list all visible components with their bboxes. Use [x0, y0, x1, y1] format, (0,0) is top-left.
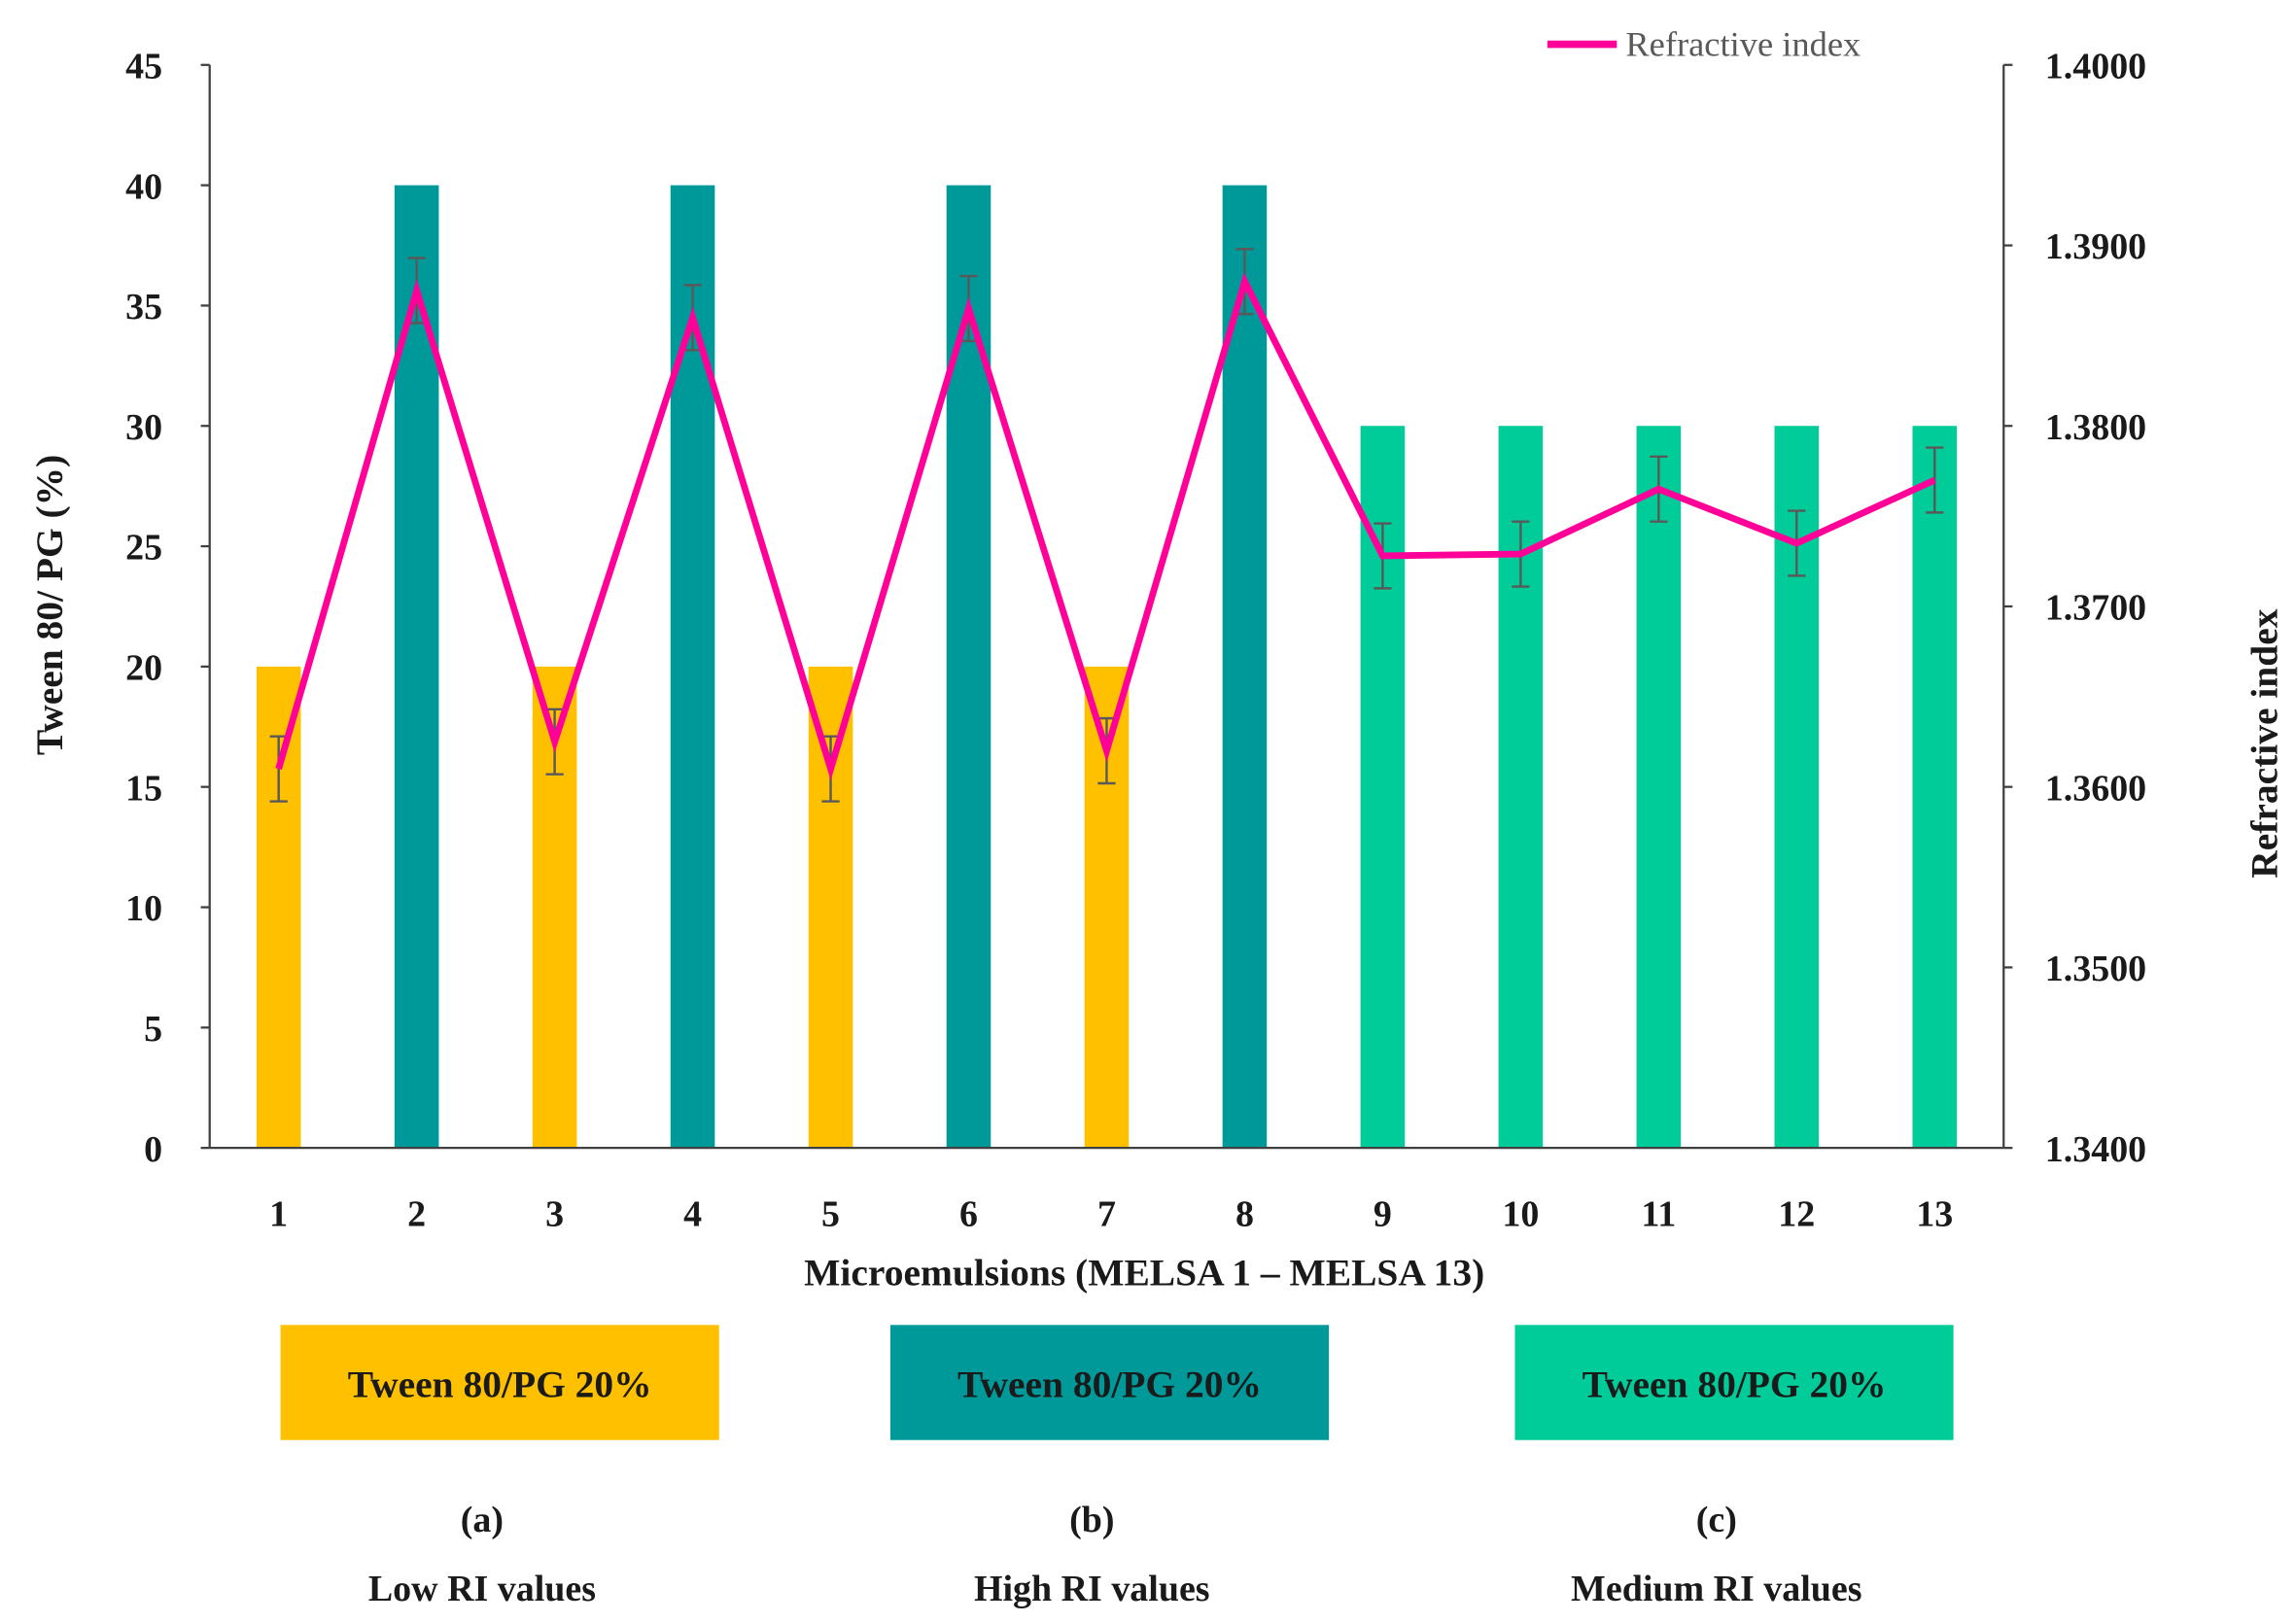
group-box-label-c: Tween 80/PG 20% [1583, 1364, 1887, 1406]
x-tick-label: 13 [1916, 1194, 1953, 1235]
y-tick-label: 35 [125, 287, 162, 328]
x-tick-label: 3 [545, 1194, 564, 1235]
y2-tick-label: 1.3800 [2045, 407, 2146, 448]
bar-melsa-13 [1912, 426, 1958, 1149]
group-box-a [280, 1325, 719, 1440]
y2-tick-label: 1.3700 [2045, 588, 2146, 629]
error-bars-layer [269, 248, 1944, 803]
x-tick-label: 6 [959, 1194, 978, 1235]
y-tick-label: 0 [144, 1129, 162, 1170]
group-annotations: Tween 80/PG 20% (a) Low RI values Tween 80/… [280, 1325, 1954, 1609]
y-tick-label: 20 [125, 648, 162, 689]
y2-tick-label: 1.3600 [2045, 768, 2146, 809]
refractive-index-line-layer [275, 272, 1936, 780]
group-description-c: Medium RI values [1571, 1569, 1861, 1609]
bar-melsa-11 [1636, 426, 1682, 1149]
group-box-label-b: Tween 80/PG 20% [957, 1364, 1262, 1406]
group-letter-a: (a) [461, 1500, 504, 1540]
y-tick-label: 40 [125, 166, 162, 207]
y-tick-label: 45 [125, 46, 162, 86]
group-description-b: High RI values [974, 1569, 1210, 1609]
y2-tick-label: 1.3900 [2045, 226, 2146, 267]
legend-label: Refractive index [1625, 25, 1861, 64]
y-tick-label: 15 [125, 768, 162, 809]
y2-tick-label: 1.3500 [2045, 949, 2146, 989]
x-tick-label: 1 [269, 1194, 288, 1235]
group-box-b [889, 1325, 1330, 1440]
y-tick-label: 30 [125, 407, 162, 448]
y-tick-label: 5 [144, 1009, 162, 1050]
y2-axis-title: Refractive index [2243, 608, 2285, 878]
bars-layer [256, 185, 1958, 1149]
y-tick-label: 25 [125, 528, 162, 569]
refractive-index-line [275, 272, 1936, 780]
x-tick-label: 11 [1641, 1194, 1676, 1235]
x-tick-label: 10 [1502, 1194, 1539, 1235]
x-axis-title: Microemulsions (MELSA 1 – MELSA 13) [804, 1251, 1484, 1294]
group-box-c [1514, 1325, 1954, 1440]
y2-tick-label: 1.3400 [2045, 1129, 2146, 1170]
x-tick-label: 7 [1097, 1194, 1116, 1235]
group-description-a: Low RI values [368, 1569, 596, 1609]
legend: Refractive index [1547, 25, 1861, 64]
x-tick-label: 12 [1778, 1194, 1815, 1235]
bar-melsa-2 [394, 185, 439, 1149]
x-tick-label: 4 [683, 1194, 702, 1235]
x-tick-label: 8 [1235, 1194, 1254, 1235]
group-letter-b: (b) [1069, 1500, 1114, 1540]
x-tick-label: 5 [821, 1194, 840, 1235]
bar-melsa-8 [1222, 185, 1268, 1149]
axes-layer: 0510152025303540451.34001.35001.36001.37… [125, 46, 2146, 1234]
y2-tick-label: 1.4000 [2045, 46, 2146, 86]
x-tick-label: 9 [1374, 1194, 1392, 1235]
y-tick-label: 10 [125, 888, 162, 929]
x-tick-label: 2 [407, 1194, 426, 1235]
y-axis-title: Tween 80/ PG (%) [28, 455, 71, 755]
group-box-label-a: Tween 80/PG 20% [348, 1364, 652, 1406]
group-letter-c: (c) [1696, 1500, 1737, 1540]
